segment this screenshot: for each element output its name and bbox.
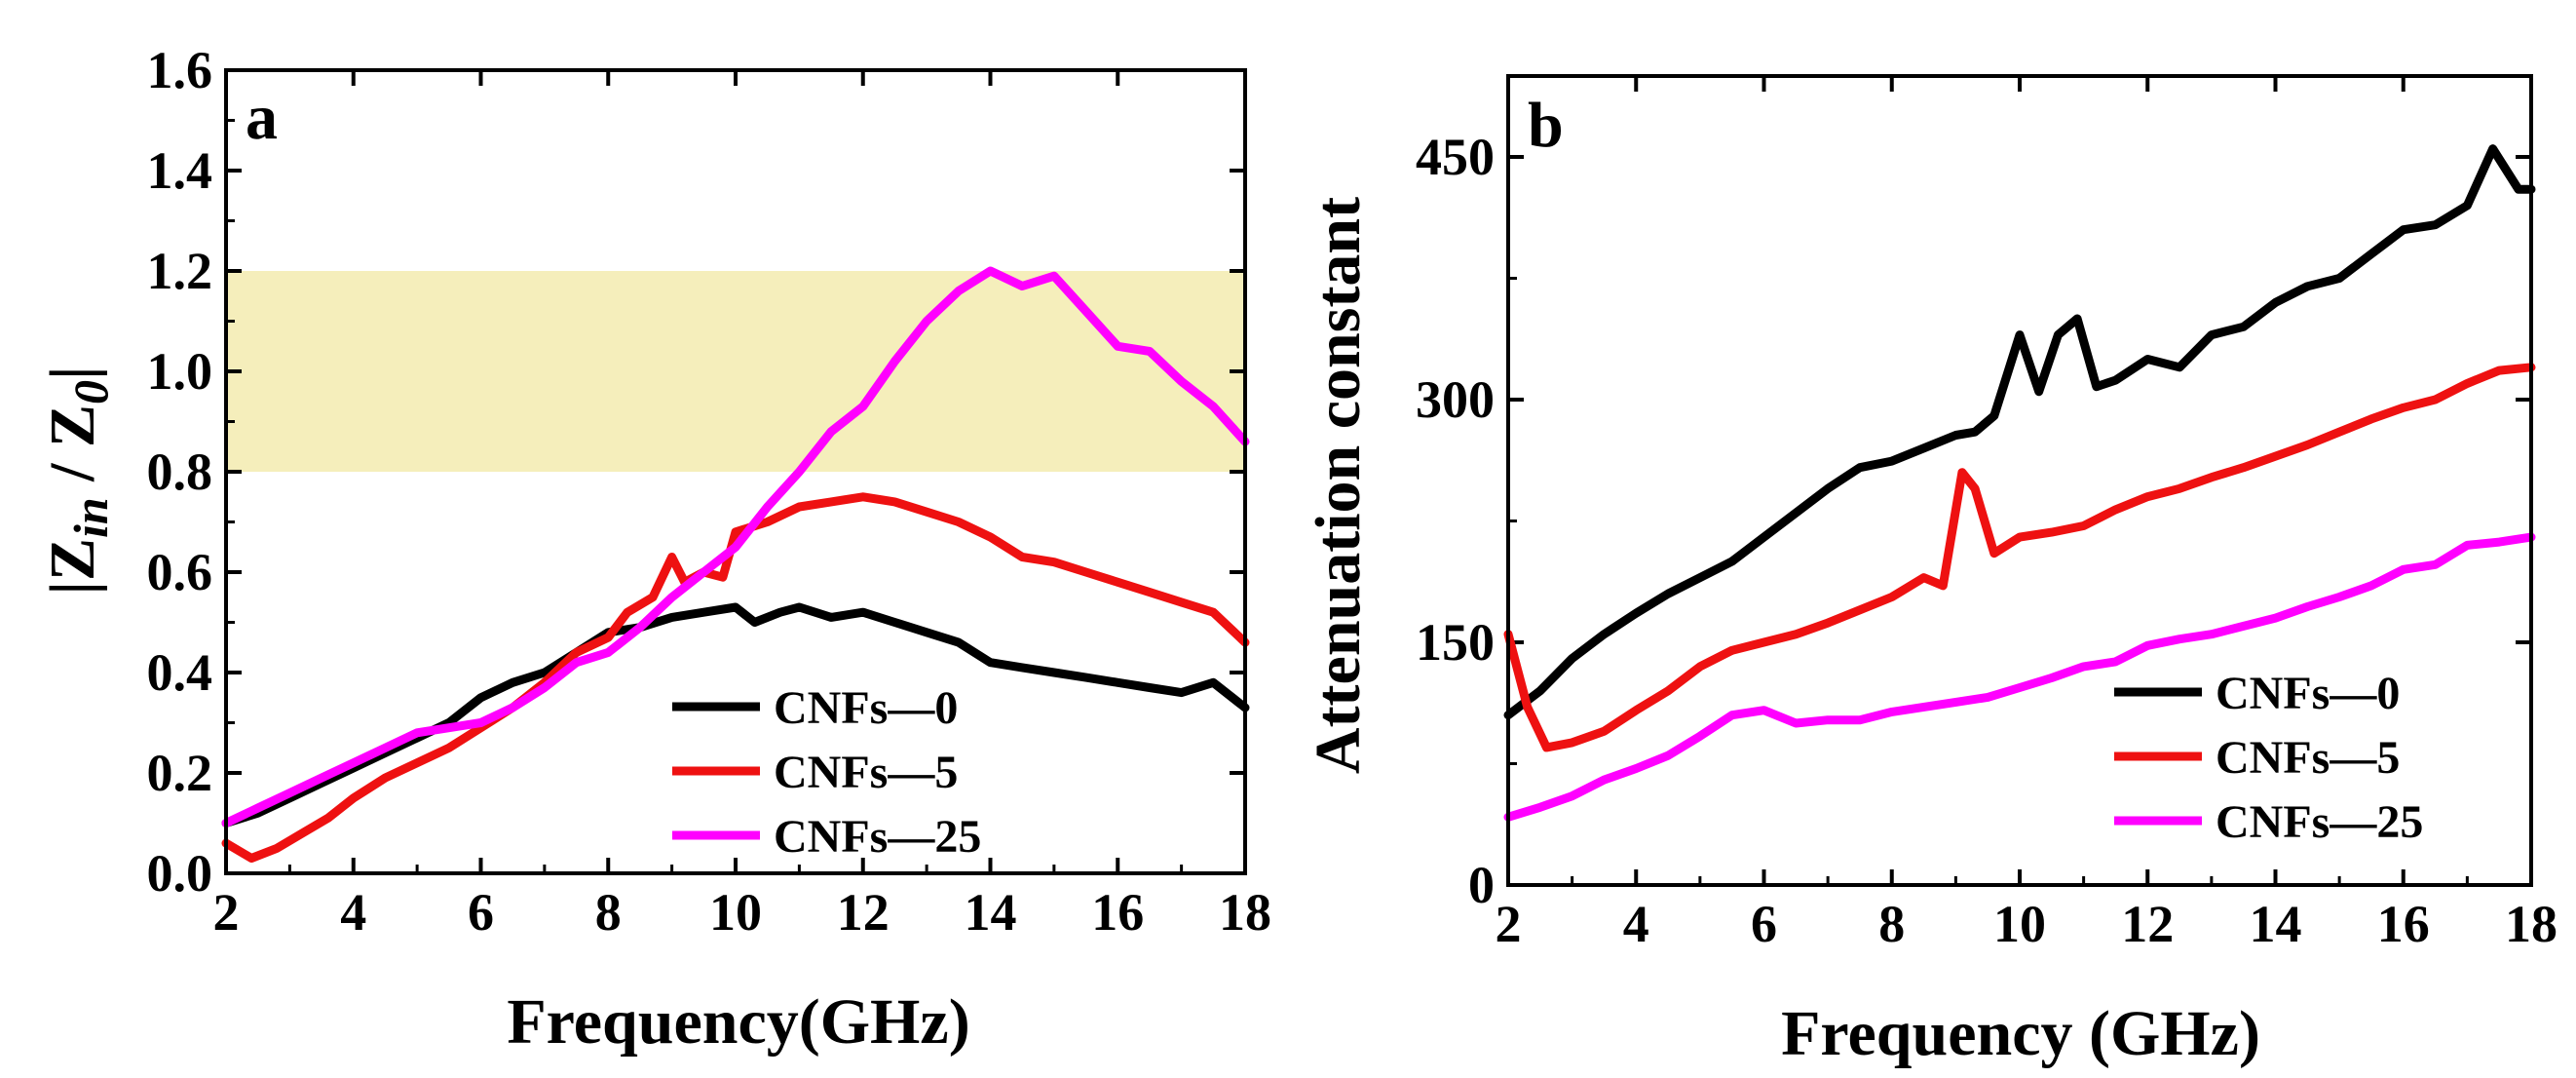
panel-b-legend: CNFs—0 CNFs—5 CNFs—25 (2114, 668, 2423, 848)
panel-b-y-axis-title: Attenuation constant (1303, 197, 1374, 774)
x-tick-label: 14 (2250, 895, 2302, 953)
x-tick-label: 6 (468, 883, 494, 942)
panel-a-ylabel-open-bar: | (37, 581, 108, 596)
legend-label: CNFs—0 (2216, 668, 2400, 719)
panel-a-letter: a (246, 82, 278, 153)
panel-a-legend: CNFs—0 CNFs—5 CNFs—25 (672, 682, 981, 863)
panel-a-plot-frame (224, 68, 1247, 875)
panel-b-letter: b (1528, 90, 1564, 161)
series-line-cnfs-0 (221, 602, 1250, 828)
panel-a-ylabel-slash: / (37, 447, 108, 497)
panel-b-x-axis-title: Frequency (GHz) (1781, 998, 2260, 1069)
panel-a-ylabel-close-bar: | (37, 366, 108, 380)
x-tick-label: 6 (1751, 895, 1777, 953)
series-line-cnfs-5 (1503, 363, 2536, 752)
y-tick-label: 150 (1416, 613, 1495, 672)
x-tick-label: 8 (595, 883, 622, 942)
x-tick-label: 8 (1878, 895, 1905, 953)
panel-a-ylabel-sub-0: 0 (63, 380, 118, 404)
x-tick-label: 16 (1091, 883, 1144, 942)
panel-b-ticks: 2 4 6 8 10 12 14 16 18 0 150 300 450 (1416, 76, 2557, 953)
x-tick-label: 16 (2377, 895, 2430, 953)
panel-a-ticks: 2 4 6 8 10 12 14 16 18 0.0 0.2 0.4 0.6 0.8 1.0 1.2 1.4 1.… (147, 41, 1272, 942)
x-tick-label: 14 (965, 883, 1017, 942)
x-tick-label: 2 (1496, 895, 1522, 953)
panel-b-plot-frame (1506, 74, 2533, 887)
panel-a-ylabel-z: Z (37, 538, 108, 581)
y-tick-label: 0.8 (147, 443, 213, 501)
legend-label: CNFs—25 (2216, 796, 2423, 848)
y-tick-label: 0 (1468, 856, 1495, 914)
y-tick-label: 0.6 (147, 543, 213, 601)
y-tick-label: 1.4 (147, 141, 213, 200)
legend-label: CNFs—0 (774, 682, 958, 734)
y-tick-label: 0.0 (147, 844, 213, 903)
panel-a-ylabel-z0: Z (37, 404, 108, 447)
y-tick-label: 1.6 (147, 41, 213, 99)
legend-label: CNFs—25 (774, 811, 981, 863)
x-tick-label: 12 (837, 883, 890, 942)
panel-a-series (221, 266, 1250, 863)
x-tick-label: 2 (213, 883, 240, 942)
x-tick-label: 12 (2121, 895, 2174, 953)
panel-b-chart: 2 4 6 8 10 12 14 16 18 0 150 300 450 b Frequency (GH… (1303, 74, 2557, 1069)
legend-label: CNFs—5 (774, 747, 958, 798)
x-tick-label: 18 (2505, 895, 2557, 953)
series-line-cnfs-25 (221, 266, 1250, 828)
x-tick-label: 18 (1219, 883, 1271, 942)
legend-label: CNFs—5 (2216, 732, 2400, 784)
y-tick-label: 1.2 (147, 242, 213, 300)
panel-a-y-axis-title: |Zin / Z0| (37, 366, 118, 595)
x-tick-label: 4 (340, 883, 366, 942)
y-tick-label: 0.4 (147, 643, 213, 702)
panel-a-highlight-band (226, 271, 1245, 472)
series-line-cnfs-0 (1503, 144, 2536, 720)
panel-a-ylabel-sub-in: in (63, 497, 118, 538)
series-line-cnfs-25 (1503, 532, 2536, 822)
panel-a-chart: 2 4 6 8 10 12 14 16 18 0.0 0.2 0.4 0.6 0.8 1.0 1.2 1.4 1.… (37, 41, 1271, 1058)
y-tick-label: 1.0 (147, 342, 213, 401)
panel-b-series (1503, 144, 2536, 822)
x-tick-label: 10 (1993, 895, 2046, 953)
y-tick-label: 450 (1416, 128, 1495, 186)
x-tick-label: 10 (709, 883, 762, 942)
panel-a-x-axis-title: Frequency(GHz) (507, 986, 969, 1058)
x-tick-label: 4 (1623, 895, 1649, 953)
y-tick-label: 0.2 (147, 744, 213, 802)
y-tick-label: 300 (1416, 370, 1495, 429)
